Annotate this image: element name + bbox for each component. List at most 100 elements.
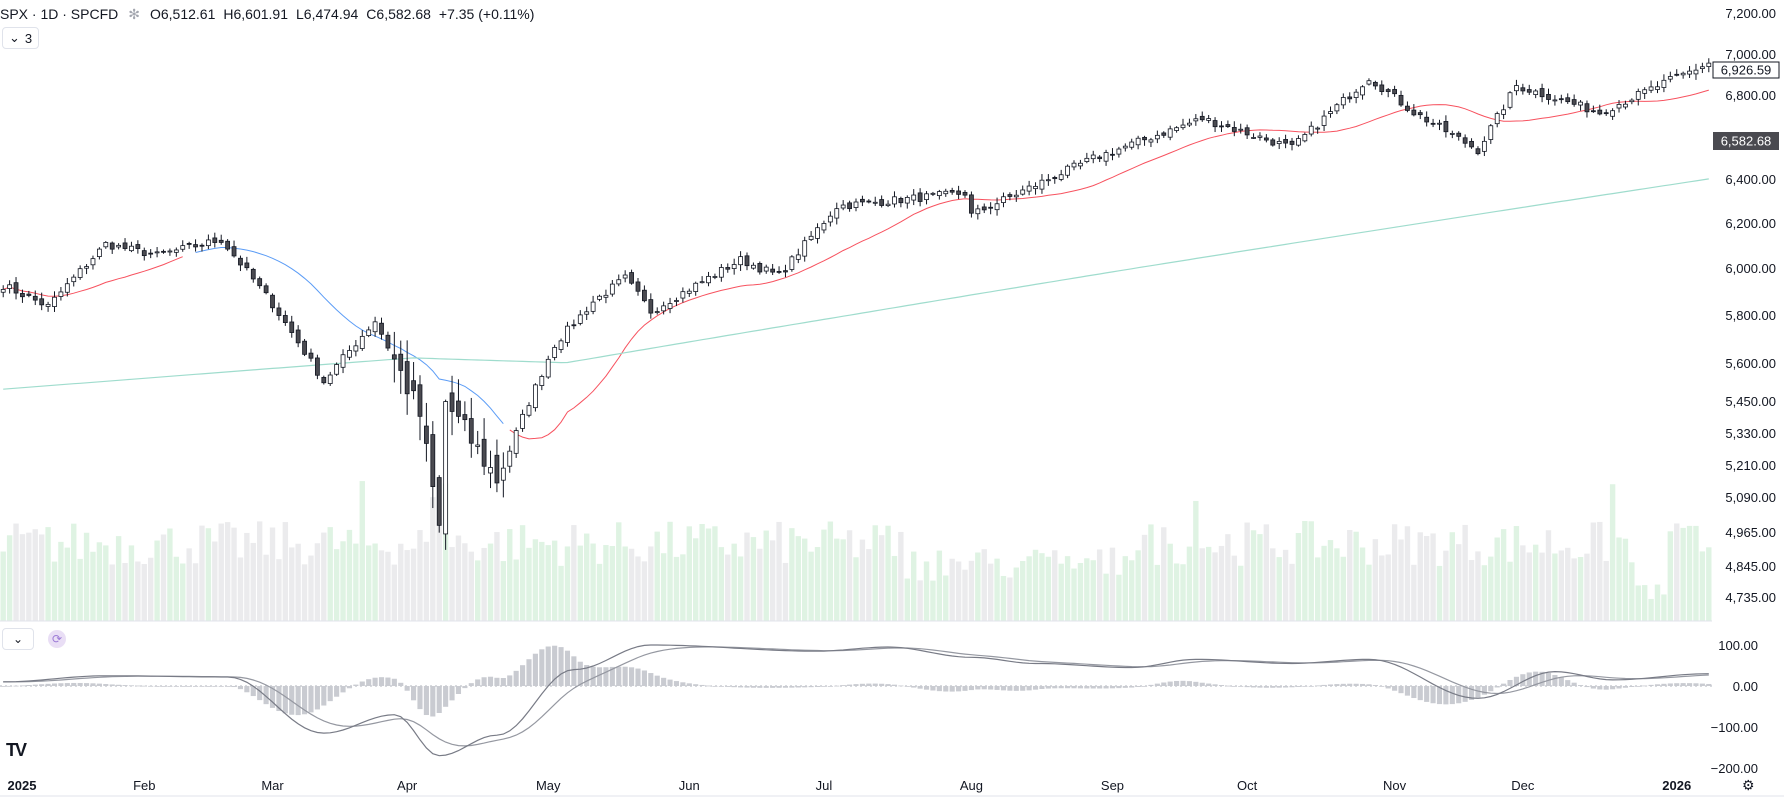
macd-histogram-bar: [148, 685, 154, 687]
volume-bar: [1507, 561, 1513, 621]
volume-bar: [1667, 531, 1674, 621]
volume-bar: [71, 523, 77, 621]
candle-body: [1699, 66, 1705, 70]
volume-bar: [1314, 557, 1321, 621]
candle-body: [770, 268, 776, 273]
candle-body: [571, 324, 577, 327]
macd-histogram-bar: [1007, 686, 1013, 691]
macd-histogram-bar: [789, 686, 795, 688]
macd-histogram-bar: [712, 686, 718, 687]
macd-histogram-bar: [853, 684, 859, 686]
macd-histogram-bar: [1218, 685, 1225, 686]
macd-histogram-bar: [770, 686, 776, 688]
macd-histogram-bar: [507, 675, 513, 686]
volume-bar: [1103, 573, 1109, 621]
macd-histogram-bar: [1148, 684, 1154, 686]
candle-body: [52, 296, 57, 307]
volume-bar: [45, 527, 51, 621]
candle-body: [1328, 111, 1333, 115]
volume-bar: [1379, 555, 1385, 621]
volume-bar: [1199, 548, 1205, 621]
macd-histogram-bar: [1642, 685, 1648, 687]
tradingview-logo[interactable]: TV: [6, 740, 27, 760]
macd-histogram-bar: [821, 686, 827, 687]
candle-body: [250, 268, 256, 280]
macd-axis[interactable]: 100.00 0.00 −100.00 −200.00: [1711, 638, 1758, 776]
macd-histogram-bar: [1411, 686, 1417, 699]
candle-body: [1514, 85, 1519, 92]
candle-body: [1469, 140, 1474, 148]
time-axis[interactable]: 2025 Feb Mar Apr May Jun Jul Aug Sep Oct Nov Dec 202…: [8, 778, 1692, 793]
volume-bar: [1026, 556, 1032, 621]
macd-histogram-bar: [1084, 686, 1090, 689]
candlestick-series: [0, 58, 1712, 550]
candle-body: [218, 239, 224, 243]
macd-histogram-bar: [1302, 686, 1308, 687]
low-value: 6,474.94: [303, 6, 359, 22]
chevron-down-icon: ⌄: [9, 30, 20, 45]
refresh-icon[interactable]: ⟳: [48, 630, 66, 648]
candle-body: [1552, 99, 1558, 102]
candle-body: [994, 203, 1000, 211]
indicators-toggle-button[interactable]: ⌄ 3: [2, 27, 40, 49]
candle-body: [1090, 154, 1096, 160]
candle-body: [513, 430, 519, 454]
candle-body: [1655, 86, 1660, 90]
candle-body: [385, 334, 391, 349]
macd-histogram-bar: [584, 665, 590, 686]
volume-bar: [256, 521, 263, 621]
last-price-label: 6,582.68: [1721, 134, 1772, 149]
macd-histogram-bar: [1000, 686, 1007, 691]
candle-body: [577, 314, 583, 324]
candle-body: [1539, 88, 1545, 98]
macd-histogram-bar: [577, 661, 583, 686]
symbol-title[interactable]: SPX · 1D · SPCFD: [0, 6, 119, 22]
candle-body: [533, 384, 538, 409]
volume-bar: [1513, 526, 1520, 621]
candle-body: [7, 284, 13, 289]
macd-histogram-bar: [1315, 685, 1321, 687]
macd-histogram-bar: [1116, 686, 1122, 689]
macd-histogram-bar: [1359, 683, 1366, 686]
volume-bar: [622, 546, 628, 621]
volume-bar: [725, 554, 731, 621]
volume-bar: [327, 527, 333, 621]
macd-histogram-bar: [814, 686, 821, 687]
macd-collapse-button[interactable]: ⌄: [2, 628, 34, 650]
candle-body: [815, 227, 820, 239]
price-tick-label: 6,000.00: [1725, 261, 1776, 276]
volume-bar: [513, 559, 519, 621]
candle-body: [565, 325, 570, 343]
open-value: 6,512.61: [160, 6, 216, 22]
volume-bar: [898, 531, 904, 621]
macd-histogram-bar: [1238, 686, 1244, 687]
candle-body: [64, 283, 70, 293]
macd-histogram-bar: [1366, 684, 1372, 686]
gear-icon[interactable]: ⚙: [1742, 777, 1755, 793]
macd-histogram-bar: [500, 677, 506, 686]
volume-bar: [763, 530, 769, 621]
candle-body: [289, 321, 295, 333]
volume-bar: [160, 534, 167, 621]
candle-body: [1558, 98, 1564, 101]
price-axis[interactable]: 7,200.00 7,000.00 6,800.00 6,400.00 6,200.00…: [1725, 6, 1776, 605]
volume-bar: [301, 564, 308, 621]
volume-bar: [423, 541, 430, 621]
volume-bar: [1250, 530, 1257, 621]
candle-body: [1353, 91, 1359, 98]
macd-histogram-bar: [1501, 683, 1507, 686]
macd-histogram-bar: [859, 683, 865, 686]
volume-bar: [436, 476, 442, 621]
volume-bar: [1096, 549, 1103, 621]
volume-bar: [769, 540, 776, 621]
candle-body: [327, 374, 333, 384]
candle-body: [1680, 72, 1686, 76]
candle-body: [917, 192, 923, 202]
volume-bar: [103, 545, 109, 621]
volume-bar: [244, 532, 250, 621]
volume-bar: [1411, 564, 1417, 621]
candle-body: [417, 384, 423, 417]
candle-body: [840, 204, 846, 209]
volume-bar: [58, 541, 64, 621]
